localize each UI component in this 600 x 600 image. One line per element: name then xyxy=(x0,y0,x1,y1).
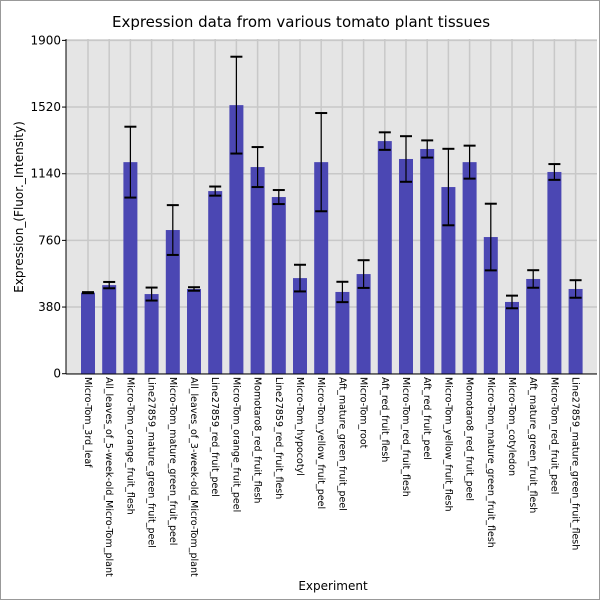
x-tick-label: Micro-Tom_yellow_fruit_flesh xyxy=(442,377,453,512)
x-tick-label: Micro-Tom_red_fruit_flesh xyxy=(400,377,411,497)
bar xyxy=(335,291,350,374)
x-tick-label: Aft_red_fruit_flesh xyxy=(379,377,390,462)
x-tick-label: Momotaro8_red_fruit_flesh xyxy=(252,377,263,503)
y-tick-label: 1140 xyxy=(30,167,61,181)
chart-title: Expression data from various tomato plan… xyxy=(112,13,490,31)
x-tick-label: Micro-Tom_hypocotyl xyxy=(294,377,305,476)
bar xyxy=(377,141,392,374)
x-tick-label: Momotaro8_red_fruit_peel xyxy=(464,377,475,501)
x-tick-label: Micro-Tom_red_fruit_peel xyxy=(548,377,559,494)
x-tick-label: Micro-Tom_cotyledon xyxy=(506,377,517,476)
bar xyxy=(441,187,456,374)
bar xyxy=(356,274,371,374)
x-tick-label: Micro-Tom_root xyxy=(358,377,369,449)
x-tick-label: Line27859_red_fruit_peel xyxy=(209,377,220,497)
x-tick-label: Micro-Tom_3rd_leaf xyxy=(82,377,93,468)
x-tick-label: Aft_mature_green_fruit_flesh xyxy=(527,377,538,513)
bar xyxy=(250,167,265,374)
x-tick-label: Line27859_mature_green_fruit_flesh xyxy=(570,377,581,550)
x-tick-label: Micro-Tom_orange_fruit_peel xyxy=(230,377,241,512)
y-tick-label: 380 xyxy=(38,300,61,314)
x-tick-label: All_leaves_of_3-week-old_Micro-Tom_plant xyxy=(188,377,199,577)
x-tick-label: Aft_red_fruit_peel xyxy=(421,377,432,460)
y-tick-label: 760 xyxy=(38,233,61,247)
bar xyxy=(229,105,244,374)
x-tick-label: Line27859_red_fruit_flesh xyxy=(273,377,284,499)
bar xyxy=(399,158,413,374)
y-tick-label: 1900 xyxy=(30,33,61,47)
bar xyxy=(568,288,583,374)
bar xyxy=(420,148,435,374)
x-axis-label: Experiment xyxy=(298,579,368,593)
y-tick-label: 1520 xyxy=(30,100,61,114)
x-tick-label: All_leaves_of_5-week-old_Micro-Tom_plant xyxy=(103,377,114,577)
y-tick-label: 0 xyxy=(53,367,61,381)
bar xyxy=(208,191,223,374)
y-axis-label: Expression_(Fluor._Intensity) xyxy=(12,121,26,293)
bar xyxy=(547,171,562,374)
bar xyxy=(293,278,307,374)
bar xyxy=(271,197,286,374)
x-tick-label: Micro-Tom_yellow_fruit_peel xyxy=(315,377,326,509)
bar xyxy=(505,301,519,374)
x-tick-label: Line27859_mature_green_fruit_peel xyxy=(146,377,157,548)
bar xyxy=(123,162,138,374)
x-tick-label: Micro-Tom_mature_green_fruit_peel xyxy=(167,377,178,545)
bar xyxy=(144,294,159,374)
bar xyxy=(165,230,180,374)
x-tick-label: Aft_mature_green_fruit_peel xyxy=(336,377,347,511)
x-tick-label: Micro-Tom_mature_green_fruit_flesh xyxy=(485,377,496,548)
bar xyxy=(462,162,477,374)
bar xyxy=(187,288,201,374)
bar xyxy=(314,162,329,374)
bar xyxy=(81,292,95,374)
bar xyxy=(102,285,117,374)
x-tick-label: Micro-Tom_orange_fruit_flesh xyxy=(124,377,135,515)
bar xyxy=(526,278,541,374)
